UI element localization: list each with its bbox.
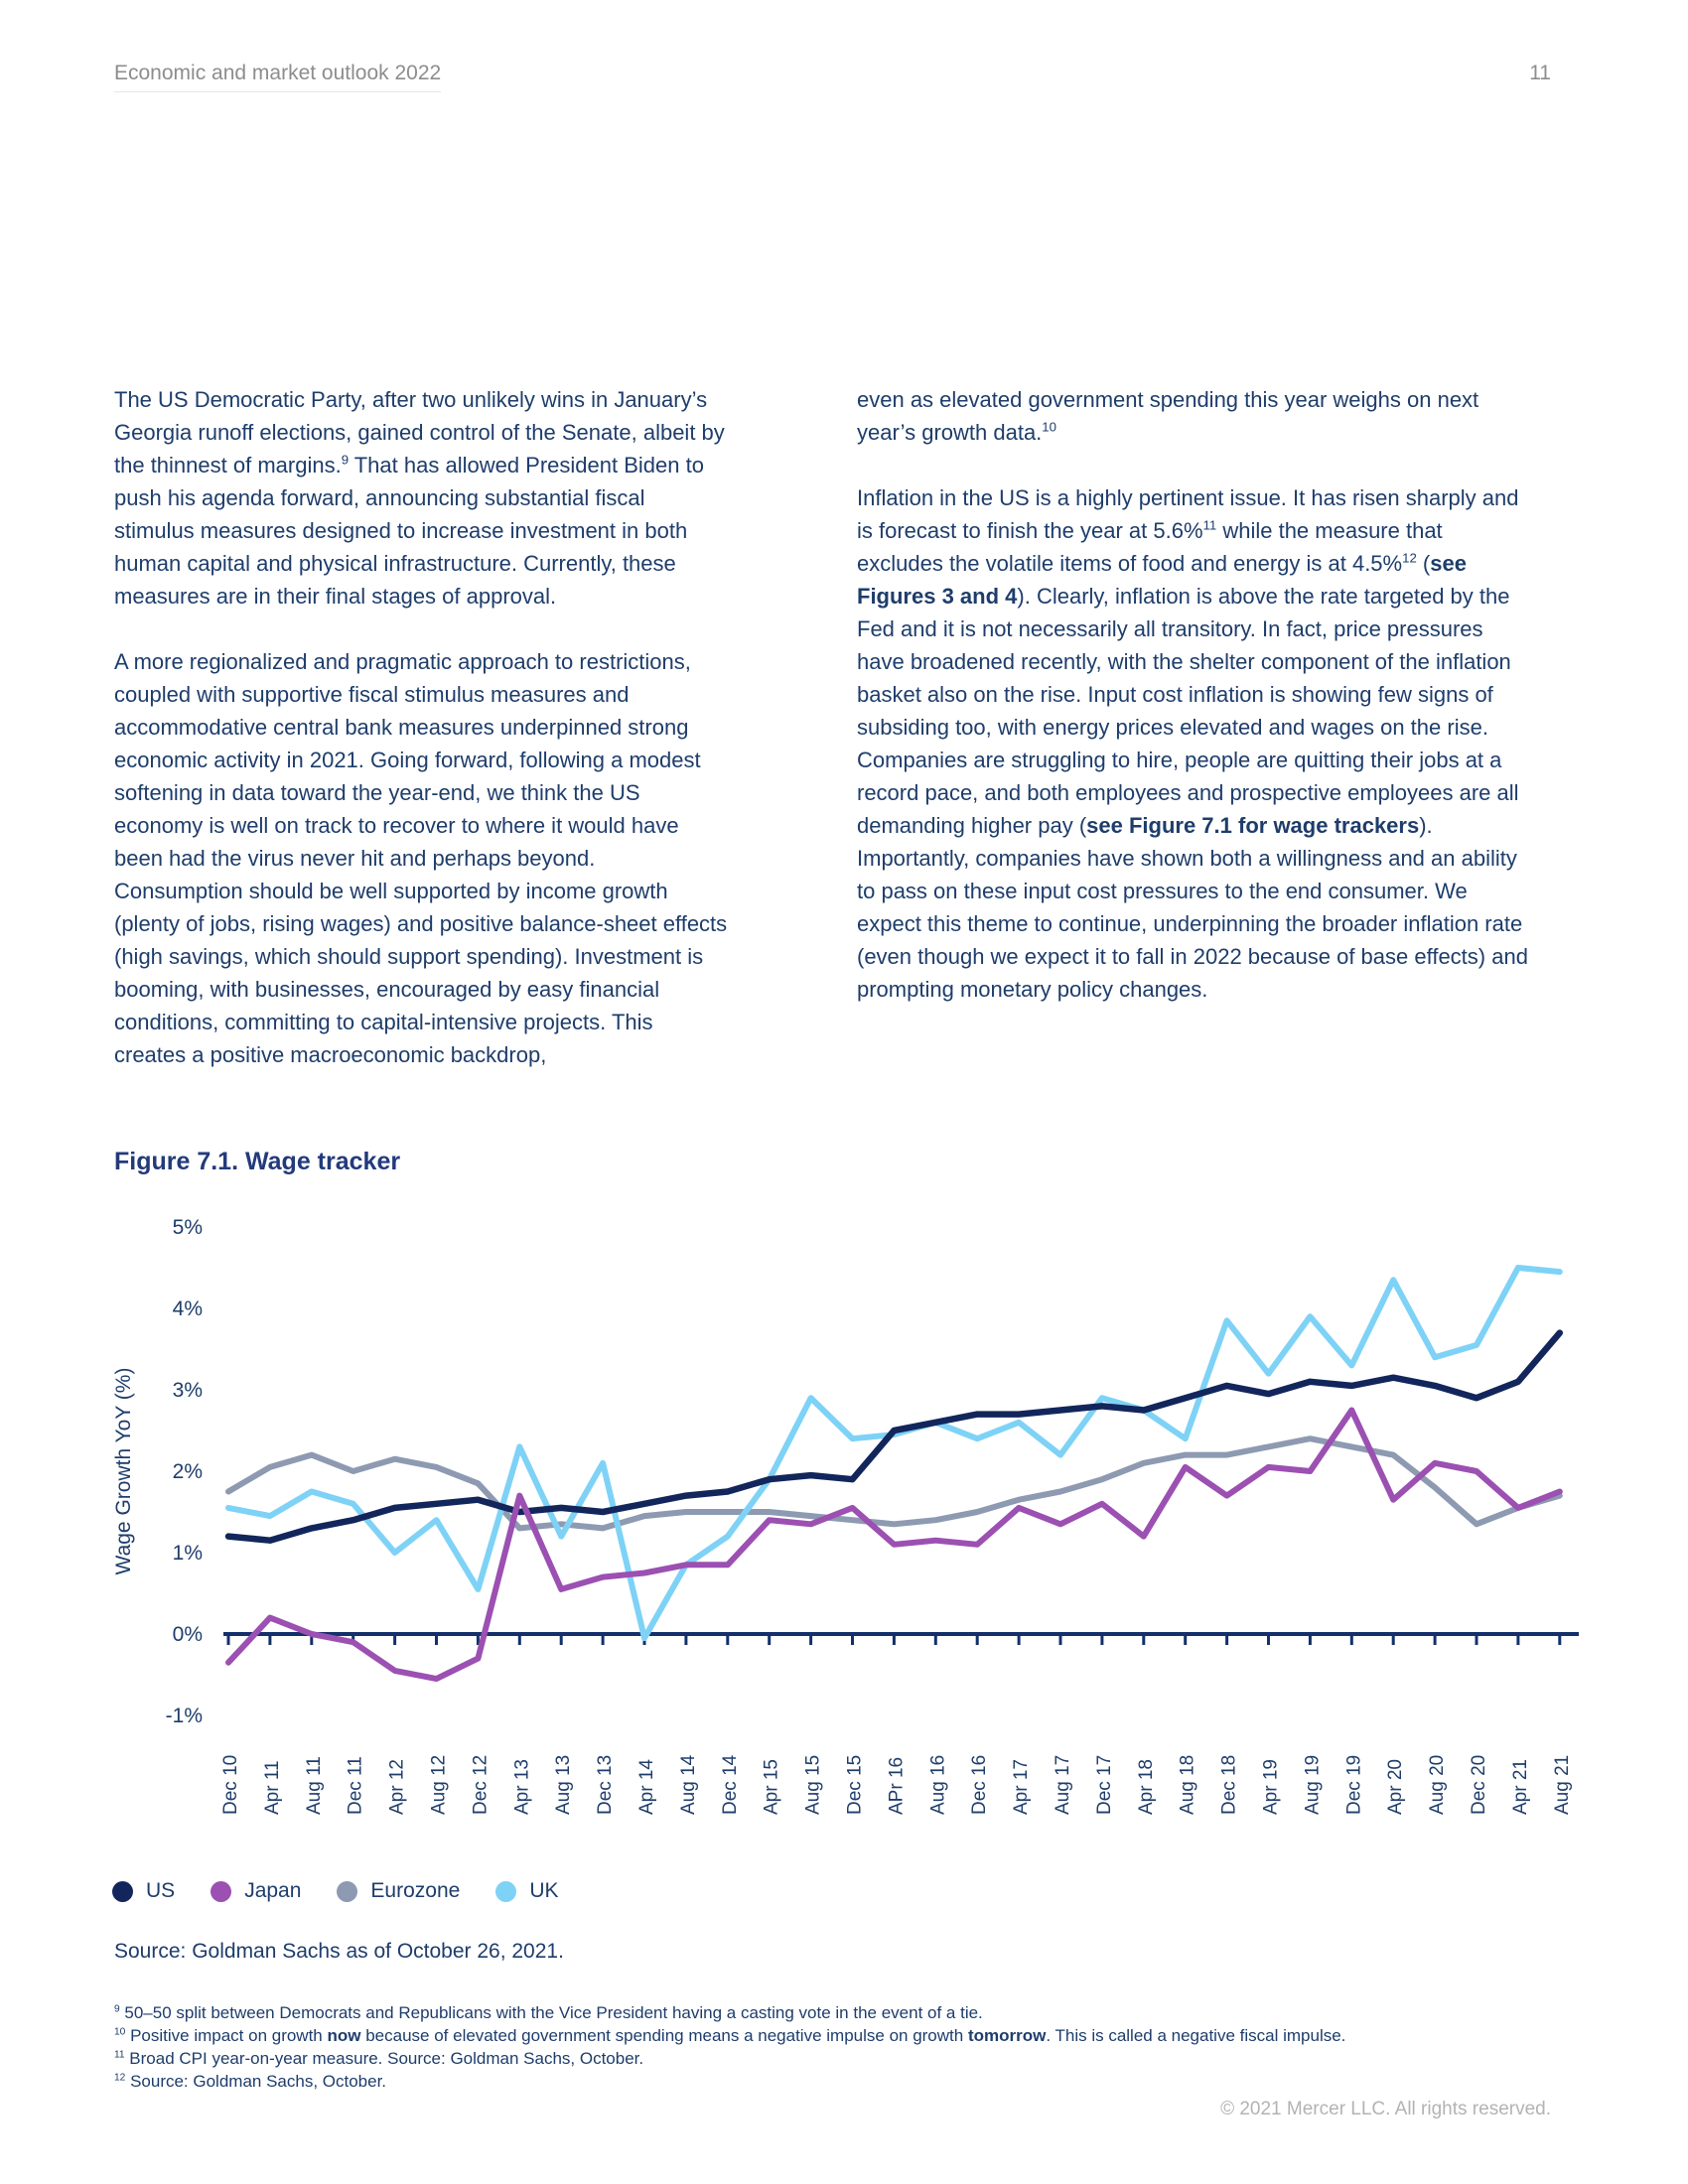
x-tick-label: Apr 20 bbox=[1385, 1759, 1406, 1815]
source-note: Source: Goldman Sachs as of October 26, … bbox=[114, 1940, 564, 1963]
x-tick-label: Aug 13 bbox=[553, 1755, 574, 1815]
us-line bbox=[224, 1329, 1564, 1544]
x-tick-label: Apr 14 bbox=[636, 1759, 657, 1815]
y-tick-label: 1% bbox=[173, 1542, 203, 1565]
x-tick-label: Apr 12 bbox=[387, 1759, 408, 1815]
x-tick-label: Dec 14 bbox=[720, 1754, 741, 1815]
paragraph: The US Democratic Party, after two unlik… bbox=[114, 387, 725, 609]
figure-title: Figure 7.1. Wage tracker bbox=[114, 1148, 401, 1175]
legend-item-us: US bbox=[112, 1879, 175, 1903]
x-tick-label: Aug 12 bbox=[429, 1755, 450, 1815]
x-tick-label: Aug 17 bbox=[1053, 1755, 1073, 1815]
footnote: 12 Source: Goldman Sachs, October. bbox=[114, 2072, 387, 2091]
chart-legend: US Japan Eurozone UK bbox=[112, 1879, 559, 1903]
x-tick-label: APr 16 bbox=[886, 1757, 907, 1815]
legend-dot bbox=[337, 1880, 358, 1902]
japan-line bbox=[225, 1407, 1563, 1683]
x-tick-label: Aug 16 bbox=[927, 1755, 948, 1815]
legend-dot bbox=[495, 1880, 517, 1902]
footnote: 9 50–50 split between Democrats and Repu… bbox=[114, 2003, 983, 2022]
x-tick-label: Aug 14 bbox=[678, 1754, 699, 1815]
x-tick-label: Dec 15 bbox=[845, 1755, 866, 1815]
legend-label: Eurozone bbox=[370, 1879, 461, 1902]
x-tick-label: Dec 11 bbox=[346, 1756, 366, 1815]
x-tick-label: Aug 19 bbox=[1302, 1755, 1323, 1815]
wage-tracker-chart: 5% 4% 3% 2% 1% 0% -1% Wage Growth YoY (%) Dec 10… bbox=[112, 1216, 1579, 1815]
x-tick-label: Apr 13 bbox=[511, 1759, 532, 1815]
uk-line bbox=[225, 1265, 1563, 1642]
paragraph: even as elevated government spending thi… bbox=[857, 387, 1479, 445]
x-tick-label: Dec 12 bbox=[470, 1755, 491, 1815]
x-tick-label: Dec 20 bbox=[1469, 1755, 1489, 1815]
y-tick-label: 0% bbox=[173, 1623, 203, 1646]
legend-item-eurozone: Eurozone bbox=[337, 1879, 460, 1903]
page-header: Economic and market outlook 2022 11 bbox=[114, 62, 1551, 92]
x-tick-label: Aug 11 bbox=[304, 1756, 325, 1815]
legend-label: UK bbox=[529, 1879, 559, 1902]
x-tick-label: Aug 15 bbox=[803, 1755, 824, 1815]
legend-label: US bbox=[146, 1879, 176, 1902]
x-tick-label: Dec 16 bbox=[969, 1755, 990, 1815]
y-tick-label: 5% bbox=[173, 1216, 203, 1239]
x-tick-label: Apr 21 bbox=[1510, 1759, 1531, 1815]
x-tick-label: Aug 20 bbox=[1427, 1755, 1448, 1815]
copyright-notice: © 2021 Mercer LLC. All rights reserved. bbox=[1220, 2099, 1551, 2119]
paragraph: Inflation in the US is a highly pertinen… bbox=[857, 485, 1528, 1002]
x-tick-label: Apr 18 bbox=[1136, 1759, 1157, 1815]
left-column: The US Democratic Party, after two unlik… bbox=[114, 383, 730, 1104]
legend-label: Japan bbox=[244, 1879, 302, 1902]
x-tick-label: Dec 10 bbox=[220, 1755, 241, 1815]
running-header-title: Economic and market outlook 2022 bbox=[114, 62, 442, 92]
legend-dot bbox=[112, 1880, 133, 1902]
y-tick-label: -1% bbox=[166, 1705, 203, 1727]
page-number: 11 bbox=[1529, 62, 1551, 84]
y-axis-title: Wage Growth YoY (%) bbox=[112, 1368, 135, 1575]
x-tick-label: Apr 19 bbox=[1261, 1759, 1282, 1815]
paragraph: A more regionalized and pragmatic approa… bbox=[114, 649, 728, 1067]
body-text: The US Democratic Party, after two unlik… bbox=[114, 383, 1534, 1104]
footnote: 11 Broad CPI year-on-year measure. Sourc… bbox=[114, 2049, 644, 2068]
x-tick-label: Apr 17 bbox=[1011, 1759, 1032, 1815]
x-tick-label: Dec 13 bbox=[595, 1755, 616, 1815]
legend-item-uk: UK bbox=[495, 1879, 559, 1903]
eurozone-line bbox=[225, 1435, 1563, 1532]
x-tick-label: Apr 11 bbox=[262, 1760, 283, 1815]
x-tick-label: Apr 15 bbox=[762, 1759, 782, 1815]
y-tick-label: 2% bbox=[173, 1460, 203, 1483]
x-tick-label: Aug 21 bbox=[1552, 1755, 1573, 1815]
y-tick-label: 3% bbox=[173, 1379, 203, 1402]
footnotes: 9 50–50 split between Democrats and Repu… bbox=[114, 2001, 1609, 2093]
legend-dot bbox=[211, 1880, 232, 1902]
legend-item-japan: Japan bbox=[211, 1879, 301, 1903]
x-tick-label: Dec 19 bbox=[1343, 1755, 1364, 1815]
right-column: even as elevated government spending thi… bbox=[857, 383, 1534, 1104]
footnote: 10 Positive impact on growth now because… bbox=[114, 2026, 1346, 2045]
y-tick-label: 4% bbox=[173, 1297, 203, 1320]
x-tick-label: Dec 18 bbox=[1219, 1755, 1240, 1815]
x-tick-label: Aug 18 bbox=[1178, 1755, 1198, 1815]
x-tick-label: Dec 17 bbox=[1094, 1755, 1115, 1815]
